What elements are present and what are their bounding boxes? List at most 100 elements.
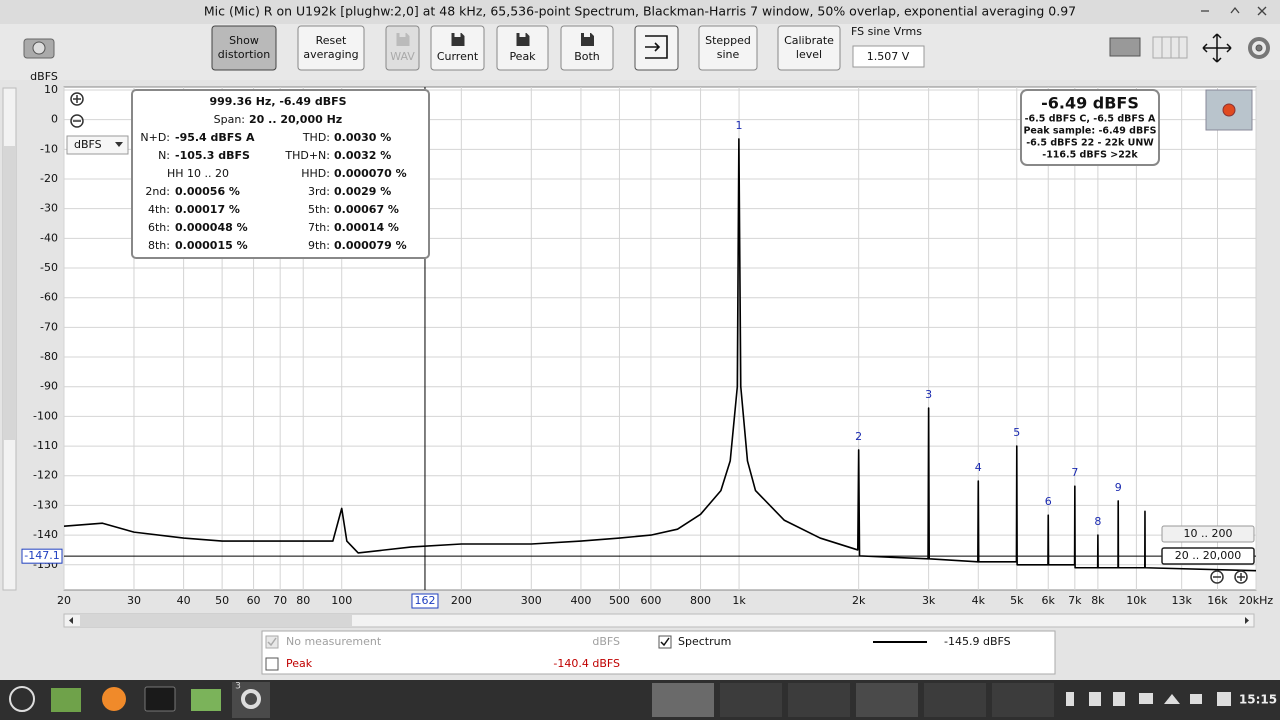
info-label: 7th: <box>308 221 330 234</box>
fs-label: FS sine Vrms <box>851 25 922 38</box>
toolbar-button[interactable] <box>777 25 841 71</box>
legend-name: Peak <box>286 657 313 670</box>
y-tick-label: 0 <box>51 113 58 126</box>
toolbar-button[interactable] <box>385 25 420 71</box>
harmonic-label: 3 <box>925 388 932 401</box>
x-tick-label: 200 <box>451 594 472 607</box>
toolbar-button[interactable] <box>211 25 277 71</box>
button-label: averaging <box>303 48 358 61</box>
info-value: 0.000070 % <box>334 167 407 180</box>
info-value: 0.00067 % <box>334 203 399 216</box>
window-controls[interactable] <box>1201 6 1267 16</box>
harmonic-label: 9 <box>1115 481 1122 494</box>
y-tick-label: -100 <box>33 409 58 422</box>
y-tick-label: -50 <box>40 261 58 274</box>
x-tick-label: 400 <box>570 594 591 607</box>
toolbar-button[interactable] <box>430 25 485 71</box>
info-value: -95.4 dBFS A <box>175 131 255 144</box>
clock: 15:15 <box>1239 693 1277 707</box>
info-label: 5th: <box>308 203 330 216</box>
x-tick-label: 70 <box>273 594 287 607</box>
x-tick-label: 600 <box>640 594 661 607</box>
zoom-in-icon[interactable] <box>70 92 84 106</box>
vertical-scroll-thumb[interactable] <box>4 146 15 440</box>
button-label: level <box>796 48 822 61</box>
horizontal-scroll-thumb[interactable] <box>80 615 352 626</box>
legend-checkbox[interactable] <box>658 635 672 649</box>
info-label: 8th: <box>148 239 170 252</box>
x-tick-label: 6k <box>1042 594 1056 607</box>
save-icon <box>451 33 465 46</box>
toolbar-button[interactable] <box>496 25 549 71</box>
task-badge: 3 <box>235 682 241 692</box>
x-tick-label: 20kHz <box>1239 594 1274 607</box>
record-dot <box>1222 103 1236 117</box>
unit-dropdown[interactable] <box>66 135 129 155</box>
record-to-file-button[interactable] <box>634 25 679 71</box>
harmonic-label: 4 <box>975 461 982 474</box>
y-tick-label: 10 <box>44 83 58 96</box>
legend-reading: -145.9 dBFS <box>944 635 1011 648</box>
harmonic-label: 1 <box>736 119 743 132</box>
camera-icon[interactable] <box>23 38 55 59</box>
y-tick-label: -60 <box>40 291 58 304</box>
y-tick-label: -40 <box>40 231 58 244</box>
window-title: Mic (Mic) R on U192k [plughw:2,0] at 48 … <box>204 4 1076 19</box>
info-value: 0.0029 % <box>334 185 391 198</box>
harmonic-label: 2 <box>855 430 862 443</box>
x-tick-label: 50 <box>215 594 229 607</box>
x-tick-label: 2k <box>852 594 866 607</box>
info-label: N: <box>158 149 170 162</box>
button-label: Peak <box>509 50 536 63</box>
button-label: Calibrate <box>784 34 834 47</box>
fs-value: 1.507 V <box>867 50 910 63</box>
save-icon <box>581 33 594 46</box>
info-value: 0.000015 % <box>175 239 248 252</box>
button-label: WAV <box>390 50 415 63</box>
zoom-out-icon[interactable] <box>70 114 84 128</box>
y-tick-label: -80 <box>40 350 58 363</box>
button-label: Stepped <box>705 34 751 47</box>
y-tick-label: -70 <box>40 320 58 333</box>
legend-checkbox[interactable] <box>265 635 279 649</box>
level-readout <box>1020 89 1160 166</box>
toolbar-button[interactable] <box>297 25 365 71</box>
info-label: THD+N: <box>284 149 330 162</box>
info-value: 0.0030 % <box>334 131 391 144</box>
button-label: Current <box>437 50 479 63</box>
horizontal-scrollbar[interactable] <box>63 613 1255 628</box>
range-label: 10 .. 200 <box>1184 527 1233 540</box>
cursor-y-box <box>21 548 63 564</box>
range-box[interactable] <box>1161 547 1255 565</box>
y-tick-label: -120 <box>33 469 58 482</box>
taskbar-icons[interactable] <box>9 682 1231 718</box>
x-tick-label: 13k <box>1171 594 1192 607</box>
save-icon <box>396 33 410 46</box>
x-tick-label: 80 <box>296 594 310 607</box>
button-label: Show <box>229 34 259 47</box>
x-tick-label: 10k <box>1126 594 1147 607</box>
range-zoom-icons[interactable] <box>1210 570 1248 584</box>
span-value: 20 .. 20,000 Hz <box>249 113 342 126</box>
range-box[interactable] <box>1161 525 1255 543</box>
info-header: 999.36 Hz, -6.49 dBFS <box>209 95 346 108</box>
y-tick-label: -90 <box>40 380 58 393</box>
toolbar-button[interactable] <box>698 25 758 71</box>
legend-name: No measurement <box>286 635 382 648</box>
x-tick-label: 800 <box>690 594 711 607</box>
x-tick-label: 16k <box>1207 594 1228 607</box>
span-label: Span: <box>214 113 245 126</box>
toolbar-button[interactable] <box>560 25 614 71</box>
x-tick-label: 20 <box>57 594 71 607</box>
info-label: 4th: <box>148 203 170 216</box>
legend-checkbox[interactable] <box>265 657 279 671</box>
cursor-y-label: -147.1 <box>24 549 59 562</box>
layout-icons[interactable] <box>1109 33 1270 63</box>
x-tick-label: 5k <box>1010 594 1024 607</box>
button-label: sine <box>717 48 740 61</box>
harmonic-label: 8 <box>1094 515 1101 528</box>
x-tick-label: 40 <box>177 594 191 607</box>
x-tick-label: 300 <box>521 594 542 607</box>
fs-input[interactable] <box>852 45 925 68</box>
